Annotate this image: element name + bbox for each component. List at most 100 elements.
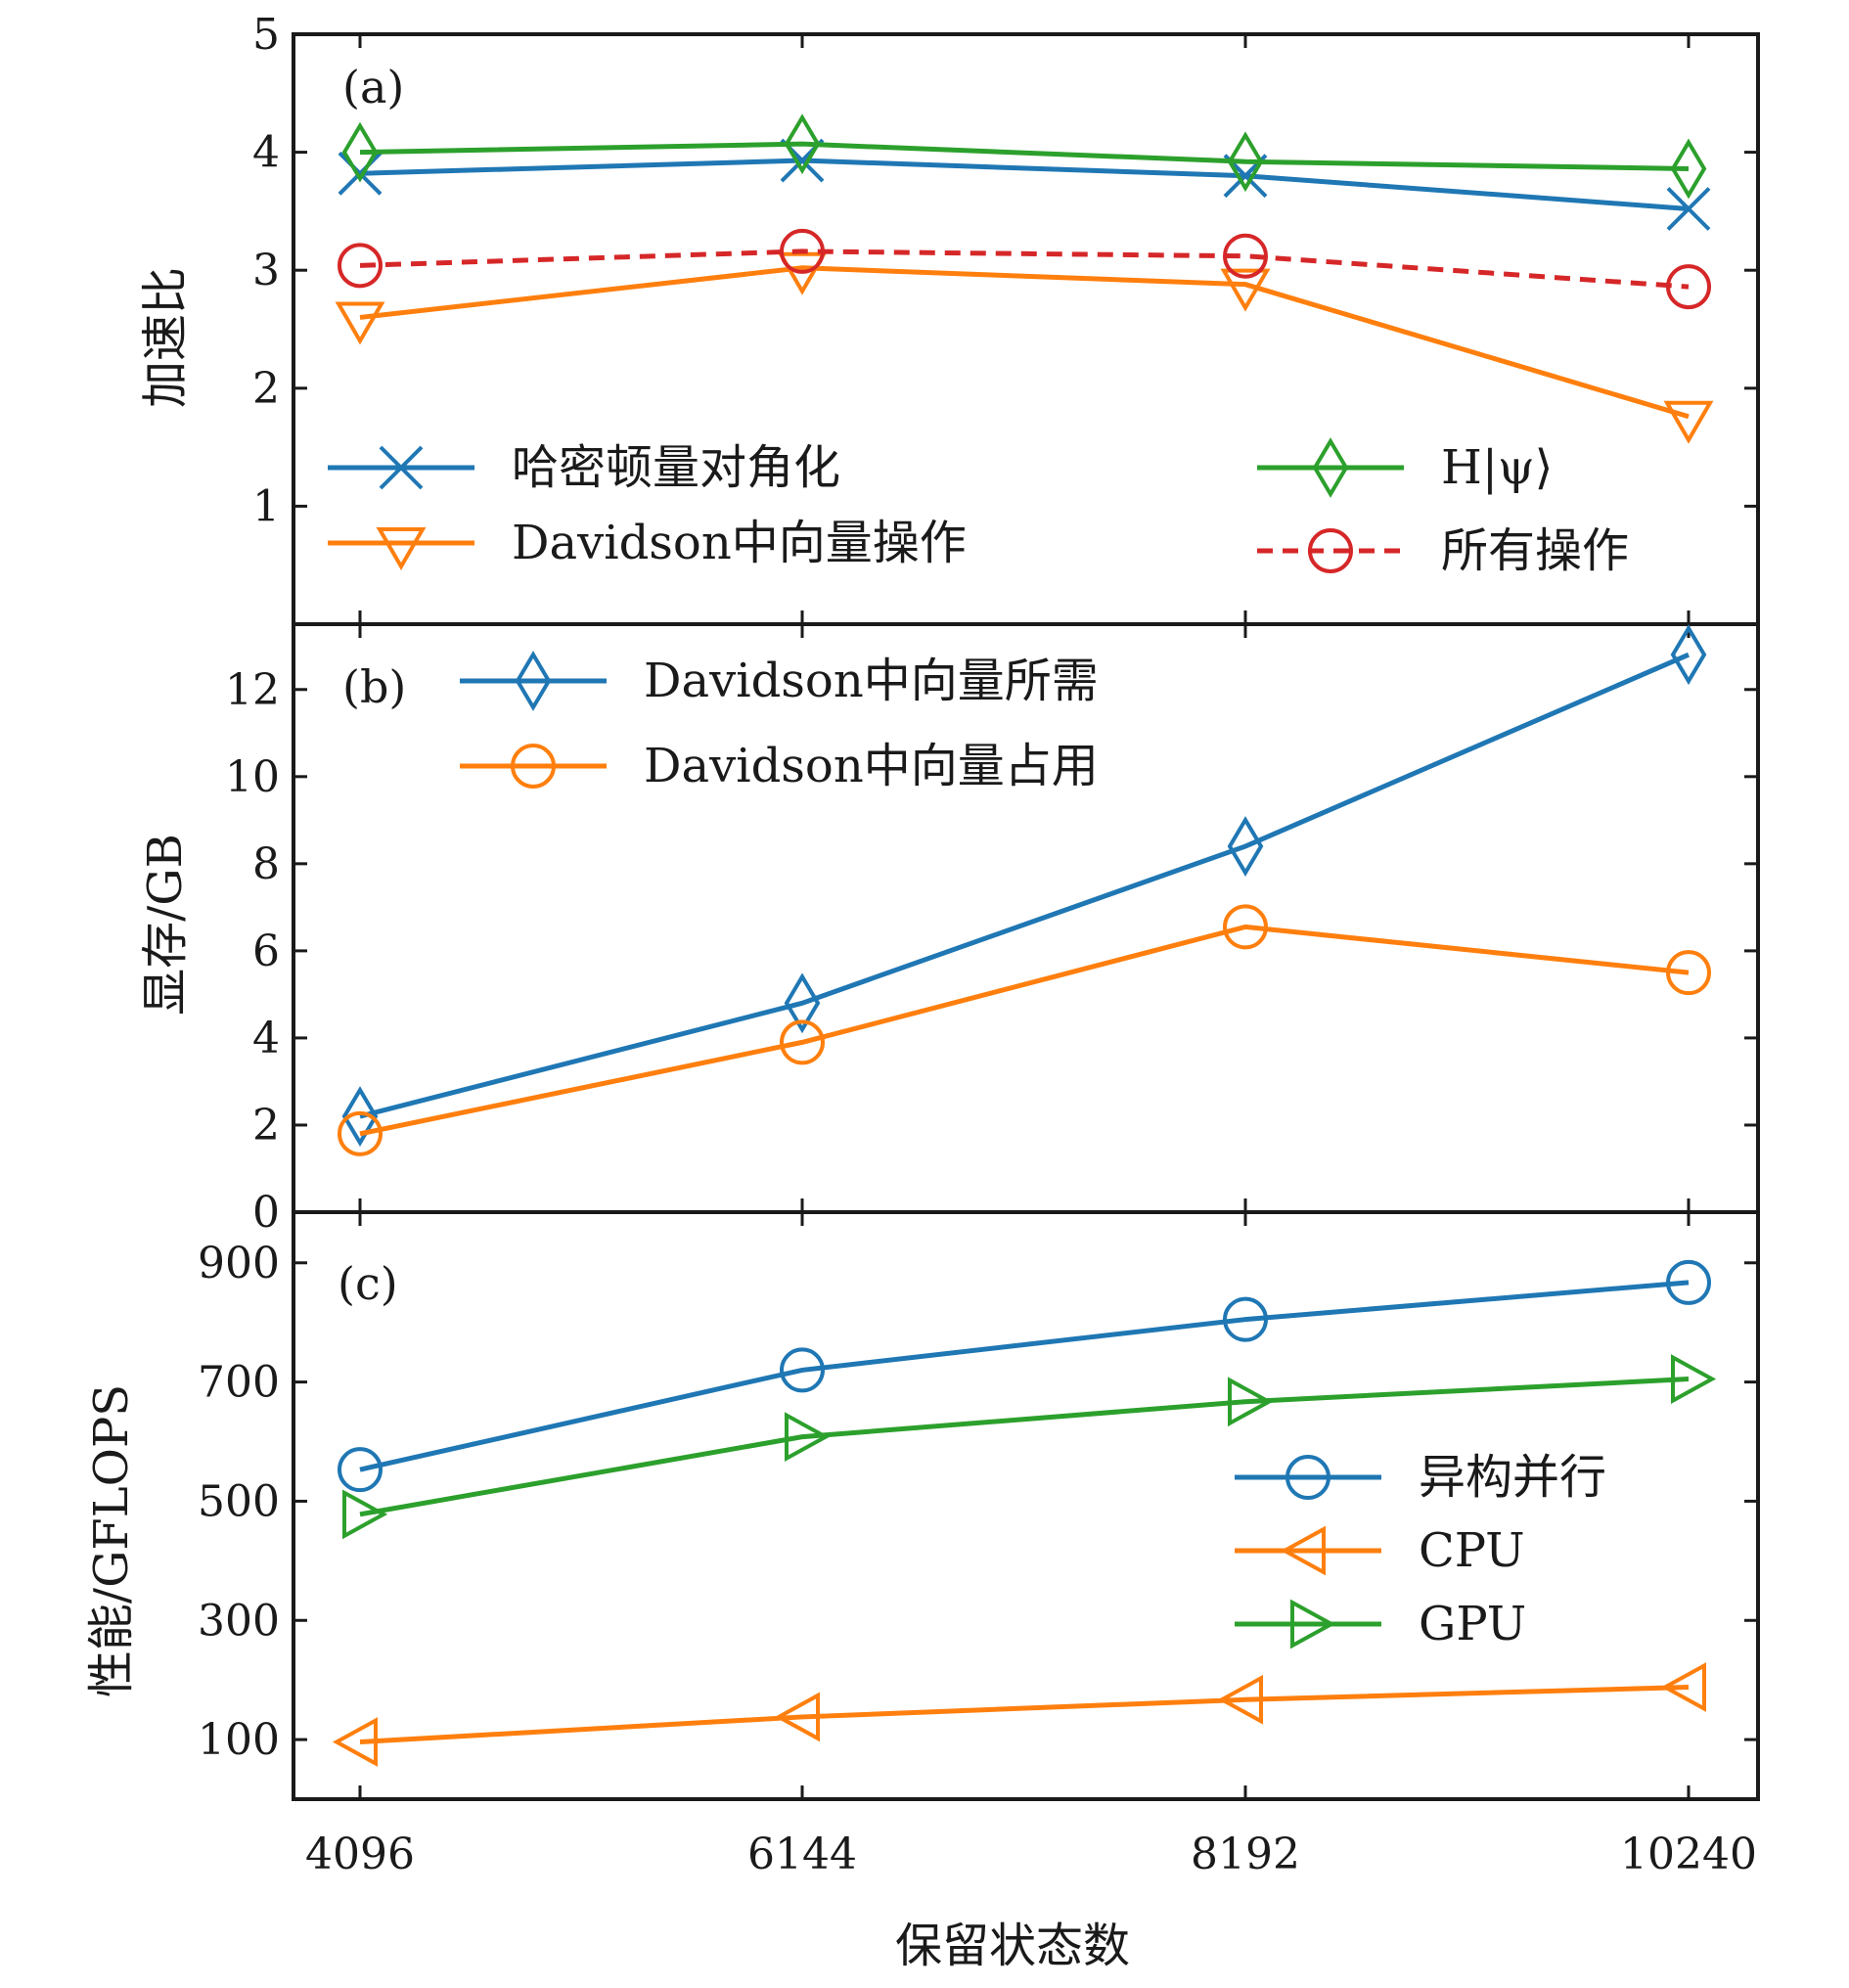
legend-entry: 哈密顿量对角化: [328, 440, 840, 495]
y-tick-label: 5: [252, 10, 280, 60]
data-point: [1223, 233, 1268, 279]
series-3-3: [342, 1354, 1717, 1540]
data-point: [1290, 1599, 1336, 1649]
data-point: [1308, 528, 1353, 573]
legend-entry: GPU: [1235, 1597, 1526, 1651]
series-3-1: [338, 1259, 1711, 1493]
data-point: [777, 251, 828, 295]
series-1-2: [335, 251, 1714, 444]
legend-label: H|ψ⟩: [1441, 440, 1553, 495]
data-point: [1280, 1525, 1326, 1576]
panel-b-ylabel: 显存/GB: [138, 834, 193, 1016]
y-tick-label: 2: [252, 1101, 280, 1151]
x-tick-label: 10240: [1620, 1830, 1757, 1879]
y-tick-label: 700: [198, 1358, 280, 1408]
data-point: [1666, 264, 1711, 310]
legend-entry: Davidson中向量所需: [460, 651, 1099, 711]
series-1-4: [338, 228, 1711, 310]
legend-entry: Davidson中向量操作: [328, 516, 967, 570]
data-point: [1217, 1674, 1263, 1725]
data-point: [780, 1019, 825, 1065]
x-tick-label: 6144: [747, 1830, 857, 1879]
data-point: [774, 1692, 820, 1742]
data-point: [338, 243, 383, 289]
y-tick-label: 12: [225, 665, 280, 715]
series-2-2: [338, 904, 1711, 1156]
data-point: [341, 121, 379, 183]
legend-label: Davidson中向量操作: [512, 516, 967, 570]
legend-label: 哈密顿量对角化: [512, 440, 840, 495]
series-line: [359, 924, 1690, 1137]
x-tick-label: 8192: [1191, 1830, 1300, 1879]
legend-label: GPU: [1419, 1597, 1526, 1651]
y-tick-label: 10: [225, 752, 280, 802]
ticks-layer: 4096 6144 8192 1024012345024681012100300500…: [198, 10, 1758, 1879]
data-point: [1223, 904, 1268, 950]
data-point: [342, 1489, 388, 1540]
y-tick-label: 3: [252, 246, 280, 295]
data-point: [376, 527, 427, 570]
panel-a-ylabel: 加速比: [138, 267, 193, 408]
y-tick-label: 6: [252, 926, 280, 976]
series-layer: [332, 113, 1717, 1767]
x-tick-label: 4096: [305, 1830, 415, 1879]
data-point: [1227, 816, 1264, 877]
data-point: [511, 744, 556, 789]
legend-label: 异构并行: [1419, 1450, 1606, 1505]
data-point: [338, 151, 383, 196]
legend-entry: CPU: [1235, 1523, 1525, 1578]
data-point: [1663, 400, 1714, 444]
y-tick-label: 500: [198, 1476, 280, 1526]
y-tick-label: 4: [252, 128, 280, 178]
panel-c-ylabel: 性能/GFLOPS: [84, 1384, 139, 1697]
series-line: [359, 158, 1690, 211]
data-point: [332, 1717, 378, 1767]
data-point: [1223, 1296, 1268, 1342]
data-point: [515, 651, 552, 711]
y-tick-label: 8: [252, 839, 280, 889]
data-point: [1285, 1455, 1330, 1500]
series-line: [359, 141, 1690, 171]
panel-c-frame: [292, 1210, 1760, 1801]
y-tick-label: 0: [252, 1188, 280, 1238]
series-line: [359, 1684, 1690, 1745]
data-point: [1666, 187, 1711, 231]
series-3-2: [332, 1662, 1706, 1767]
data-point: [338, 1447, 383, 1493]
legend-label: Davidson中向量占用: [644, 739, 1099, 793]
y-tick-label: 2: [252, 364, 280, 414]
series-line: [359, 265, 1690, 420]
y-tick-label: 100: [198, 1715, 280, 1765]
legend-entry: H|ψ⟩: [1257, 437, 1553, 498]
data-point: [1666, 950, 1711, 996]
y-tick-label: 1: [252, 481, 280, 531]
y-tick-label: 900: [198, 1239, 280, 1288]
legend-entry: 异构并行: [1235, 1450, 1606, 1505]
series-line: [359, 1280, 1690, 1472]
y-tick-label: 300: [198, 1596, 280, 1646]
data-point: [1228, 1377, 1274, 1427]
data-point: [1227, 131, 1264, 193]
series-line: [359, 652, 1690, 1119]
series-2-1: [341, 624, 1707, 1147]
data-point: [1671, 1354, 1717, 1404]
data-point: [1220, 268, 1271, 312]
data-point: [784, 972, 821, 1034]
panel-c-tag: (c): [338, 1257, 398, 1310]
data-point: [341, 1086, 379, 1147]
data-point: [784, 113, 821, 175]
series-line: [359, 248, 1690, 290]
data-point: [1666, 1259, 1711, 1305]
series-line: [359, 1377, 1690, 1517]
legend-entry: 所有操作: [1257, 523, 1629, 578]
legend-label: Davidson中向量所需: [644, 654, 1099, 708]
data-point: [780, 228, 825, 274]
legend-label: CPU: [1419, 1523, 1525, 1578]
series-1-3: [341, 113, 1707, 200]
data-point: [335, 301, 385, 345]
legend-label: 所有操作: [1441, 523, 1629, 578]
data-point: [780, 1347, 825, 1393]
data-point: [338, 1110, 383, 1156]
y-tick-label: 4: [252, 1014, 280, 1063]
